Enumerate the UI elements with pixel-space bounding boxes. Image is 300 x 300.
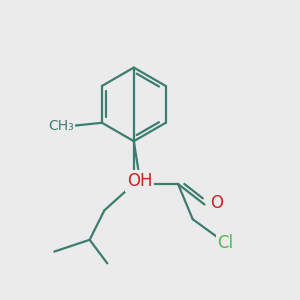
Text: N: N <box>128 175 140 193</box>
Text: OH: OH <box>127 172 152 190</box>
Text: CH₃: CH₃ <box>48 119 74 133</box>
Text: Cl: Cl <box>217 234 233 252</box>
Text: O: O <box>210 194 223 212</box>
